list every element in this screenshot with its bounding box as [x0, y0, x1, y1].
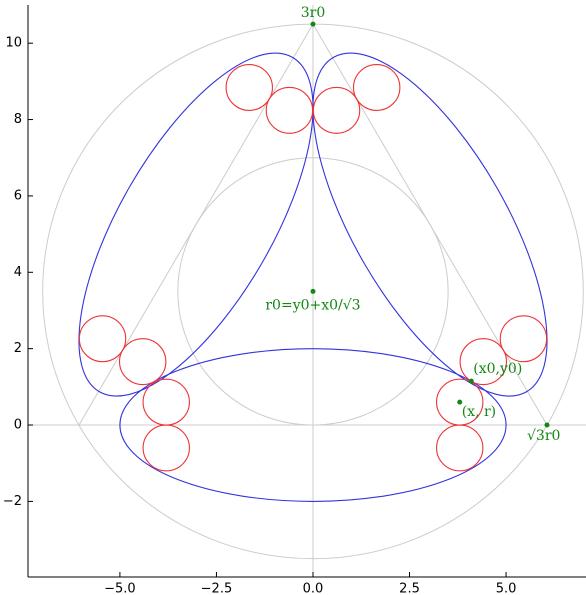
- x-tick-label: −5.0: [104, 582, 136, 595]
- y-tick-label: −2: [3, 494, 22, 509]
- ellipse-curve: [119, 348, 507, 502]
- tangent-circle: [352, 64, 401, 111]
- ellipse-curve: [78, 52, 314, 397]
- y-tick-label: 6: [14, 188, 22, 203]
- point: [468, 378, 474, 384]
- point-label: (x0,y0): [473, 361, 522, 377]
- y-tick-label: 0: [14, 418, 22, 433]
- y-tick-label: 4: [14, 265, 22, 280]
- tangent-circle: [436, 424, 484, 472]
- x-tick-label: 5.0: [496, 582, 517, 595]
- tangent-circle: [459, 338, 508, 386]
- y-tick-label: 8: [14, 112, 22, 127]
- tangent-circle: [118, 338, 167, 386]
- point: [457, 399, 463, 405]
- tangent-circle: [499, 315, 548, 363]
- x-tick-label: 2.5: [399, 582, 420, 595]
- point-label: r0=y0+x0/√3: [265, 297, 360, 313]
- point: [310, 288, 316, 294]
- point-label: (x, r): [462, 404, 496, 420]
- y-tick-label: 2: [14, 341, 22, 356]
- x-tick-label: −2.5: [201, 582, 233, 595]
- point-label: √3r0: [527, 428, 560, 444]
- ellipse-curve: [312, 52, 548, 397]
- tangent-circle: [78, 315, 127, 363]
- tangent-circle: [142, 424, 190, 472]
- tangent-circle: [142, 378, 190, 426]
- point: [310, 21, 316, 27]
- x-tick-label: 0.0: [303, 582, 324, 595]
- point-label: 3r0: [301, 5, 326, 21]
- tangent-circle: [225, 64, 273, 111]
- y-tick-label: 10: [5, 36, 22, 51]
- tangent-circle: [312, 86, 361, 134]
- tangent-circle: [265, 86, 314, 134]
- point: [544, 422, 550, 428]
